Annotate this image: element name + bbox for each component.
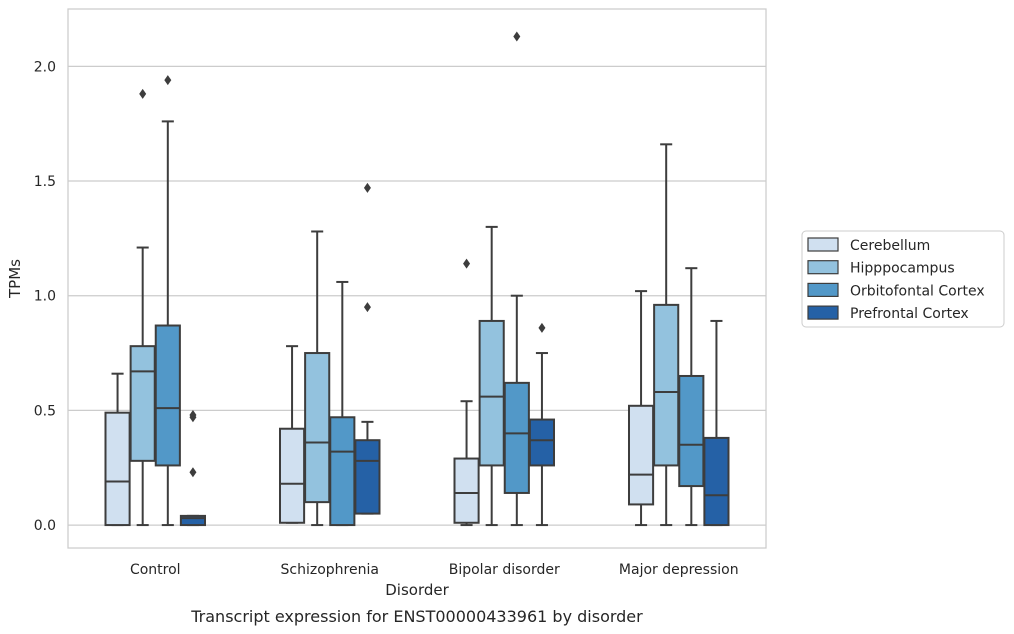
outlier-point [363,302,371,313]
y-tick-label: 1.5 [34,174,56,190]
outlier-point [538,322,546,333]
box-body [304,352,331,504]
box-body [478,319,505,467]
legend-label: Prefrontal Cortex [850,306,969,322]
chart-caption: Transcript expression for ENST0000043396… [190,607,643,626]
y-tick-labels: 0.0 0.5 1.0 1.5 2.0 [34,59,56,534]
box-cerebellum [104,372,131,527]
box-series-layer [104,31,730,527]
y-tick-label: 2.0 [34,59,56,75]
x-axis-label: Disorder [385,581,449,599]
box-body [453,457,480,524]
box-prefrontal-cortex [179,409,207,527]
outlier-point [463,258,471,269]
box-body [129,345,156,462]
box-body [653,303,680,467]
plot-frame [67,8,767,549]
outlier-point [164,75,172,86]
x-tick-label: Control [130,562,181,578]
box-body [627,404,655,506]
box-orbitofontal-cortex [503,31,530,527]
box-cerebellum [278,345,306,524]
legend: Cerebellum Hipppocampus Orbitofontal Corte… [801,230,1005,328]
box-body [104,411,131,527]
x-tick-label: Bipolar disorder [449,562,560,578]
legend-label: Cerebellum [850,238,930,254]
box-cerebellum [453,258,480,527]
box-body [678,374,705,488]
box-prefrontal-cortex [528,322,556,527]
y-axis-label: TPMs [6,259,24,299]
box-hipppocampus [653,143,680,527]
box-body [703,436,730,527]
outlier-point [139,88,147,99]
x-tick-label: Schizophrenia [281,562,379,578]
box-hipppocampus [304,230,331,527]
x-tick-label: Major depression [619,562,739,578]
box-cerebellum [627,290,655,527]
y-tick-label: 1.0 [34,289,56,305]
legend-frame [801,230,1005,328]
box-body [329,416,356,527]
box-hipppocampus [478,225,505,527]
outlier-point [513,31,521,42]
legend-swatch [807,260,839,275]
box-body [354,439,381,515]
box-body [179,514,207,527]
x-tick-labels: Control Schizophrenia Bipolar disorder Majo… [130,562,739,578]
outlier-point [363,182,371,193]
box-prefrontal-cortex [703,319,730,527]
legend-swatch [807,282,839,297]
box-prefrontal-cortex [354,182,381,515]
box-body [528,418,556,467]
outlier-point [189,467,197,478]
outlier-point [189,409,197,420]
box-body [154,324,181,467]
box-hipppocampus [129,88,156,527]
box-orbitofontal-cortex [154,75,181,527]
legend-label: Hipppocampus [850,261,955,277]
box-orbitofontal-cortex [329,280,356,527]
box-body [278,427,306,524]
y-tick-label: 0.0 [34,518,56,534]
y-tick-label: 0.5 [34,403,56,419]
legend-swatch [807,237,839,252]
legend-swatch [807,305,839,320]
box-orbitofontal-cortex [678,267,705,527]
legend-label: Orbitofontal Cortex [850,283,985,299]
box-body [503,381,530,494]
